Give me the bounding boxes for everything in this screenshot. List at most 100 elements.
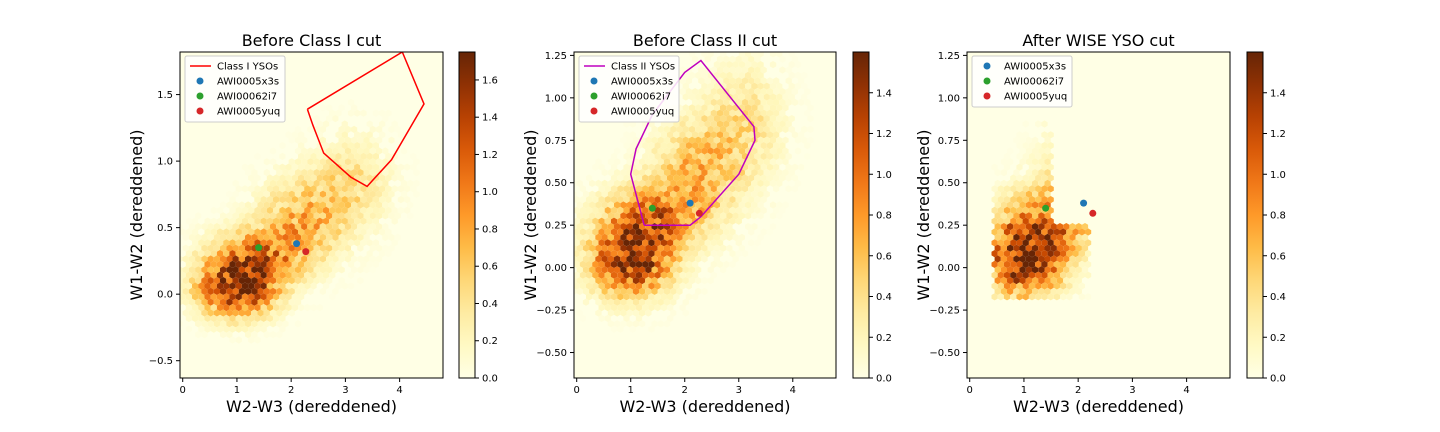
hexbin-cell xyxy=(648,228,655,236)
hexbin-cell xyxy=(347,109,355,117)
hexbin-cell xyxy=(1047,196,1054,204)
hexbin-cell xyxy=(213,287,220,295)
hexbin-cell xyxy=(329,260,336,268)
hexbin-cell xyxy=(301,233,308,241)
hexbin-cell xyxy=(685,174,692,182)
hexbin-cell xyxy=(1025,169,1032,177)
hexbin-cell xyxy=(745,125,752,133)
hexbin-cell xyxy=(1013,212,1020,220)
hexbin-cell xyxy=(276,266,283,274)
hexbin-cell xyxy=(574,190,577,198)
hexbin-cell xyxy=(735,185,742,193)
hexbin-cell xyxy=(763,158,770,166)
hexbin-cell xyxy=(307,255,314,263)
hexbin-cell xyxy=(204,282,211,290)
hexbin-cell xyxy=(716,260,724,268)
hexbin-cell xyxy=(1010,196,1017,204)
hexbin-cell xyxy=(685,293,692,301)
hexbin-cell xyxy=(1019,266,1026,274)
hexbin-cell xyxy=(220,287,227,295)
hexbin-cell xyxy=(732,169,739,177)
hexbin-cell xyxy=(195,287,202,295)
hexbin-cell xyxy=(763,190,770,198)
hexbin-cell xyxy=(1022,217,1029,225)
hexbin-cell xyxy=(347,217,355,225)
hexbin-cell xyxy=(673,174,680,182)
hexbin-cell xyxy=(720,82,727,90)
hexbin-cell xyxy=(1032,255,1039,263)
hexbin-cell xyxy=(738,244,745,252)
hexbin-cell xyxy=(201,233,208,241)
hexbin-cell xyxy=(626,201,633,209)
hexbin-cell xyxy=(635,260,643,268)
hexbin-cell xyxy=(745,179,752,187)
hexbin-cell xyxy=(720,179,727,187)
hexbin-cell xyxy=(623,185,630,193)
x-tick-label: 3 xyxy=(342,385,348,396)
hexbin-cell xyxy=(382,147,389,155)
hexbin-cell xyxy=(313,158,320,166)
hexbin-cell xyxy=(614,190,621,198)
hexbin-cell xyxy=(807,104,814,112)
hexbin-cell xyxy=(254,260,261,268)
hexbin-cell xyxy=(1016,196,1023,204)
colorbar: 0.00.20.40.60.81.01.21.41.6 xyxy=(458,51,498,385)
hexbin-cell xyxy=(1050,277,1057,285)
hexbin-cell xyxy=(335,217,342,225)
hexbin-cell xyxy=(682,309,689,317)
hexbin-cell xyxy=(1069,287,1076,295)
hexbin-cell xyxy=(1035,250,1042,258)
hexbin-cell xyxy=(720,104,727,112)
hexbin-cell xyxy=(229,228,236,236)
hexbin-cell xyxy=(216,282,224,290)
hexbin-cell xyxy=(1025,266,1032,274)
hexbin-cell xyxy=(298,282,305,290)
hexbin-cell xyxy=(698,88,705,96)
y-axis-label: W1-W2 (dereddened) xyxy=(914,129,933,300)
hexbin-cell xyxy=(319,136,326,144)
hexbin-cell xyxy=(748,206,755,214)
hexbin-cell xyxy=(642,142,649,150)
colorbar-tick-label: 0.6 xyxy=(1270,251,1286,262)
hexbin-cell xyxy=(670,190,677,198)
hexbin-cell xyxy=(216,250,224,258)
hexbin-cell xyxy=(648,239,655,247)
hexbin-cell xyxy=(1007,212,1014,220)
hexbin-cell xyxy=(679,120,686,128)
hexbin-cell xyxy=(213,223,220,231)
hexbin-cell xyxy=(732,71,739,79)
hexbin-cell xyxy=(332,233,339,241)
hexbin-cell xyxy=(192,304,199,312)
hexbin-cell xyxy=(654,304,661,312)
hexbin-cell xyxy=(626,147,633,155)
hexbin-cell xyxy=(648,325,655,333)
hexbin-cell xyxy=(304,282,311,290)
hexbin-cell xyxy=(1016,142,1023,150)
hexbin-cell xyxy=(1056,277,1064,285)
hexbin-cell xyxy=(201,309,208,317)
hexbin-cell xyxy=(567,261,573,268)
hexbin-cell xyxy=(692,142,699,150)
hexbin-cell xyxy=(610,282,618,290)
hexbin-cell xyxy=(269,201,277,209)
hexbin-cell xyxy=(994,266,1001,274)
hexbin-cell xyxy=(251,169,258,177)
hexbin-cell xyxy=(598,314,605,322)
hexbin-cell xyxy=(794,147,802,155)
hexbin-cell xyxy=(589,223,596,231)
hexbin-cell xyxy=(351,125,358,133)
hexbin-cell xyxy=(716,163,724,171)
hexbin-cell xyxy=(329,174,336,182)
hexbin-cell xyxy=(210,260,217,268)
hexbin-cell xyxy=(279,325,286,333)
hexbin-cell xyxy=(626,244,633,252)
hexbin-cell xyxy=(997,206,1004,214)
hexbin-cell xyxy=(589,287,596,295)
hexbin-cell xyxy=(751,201,758,209)
hexbin-cell xyxy=(182,244,189,252)
hexbin-cell xyxy=(347,250,355,258)
hexbin-cell xyxy=(614,320,621,328)
hexbin-cell xyxy=(1044,255,1051,263)
hexbin-cell xyxy=(682,233,689,241)
hexbin-cell xyxy=(195,244,202,252)
